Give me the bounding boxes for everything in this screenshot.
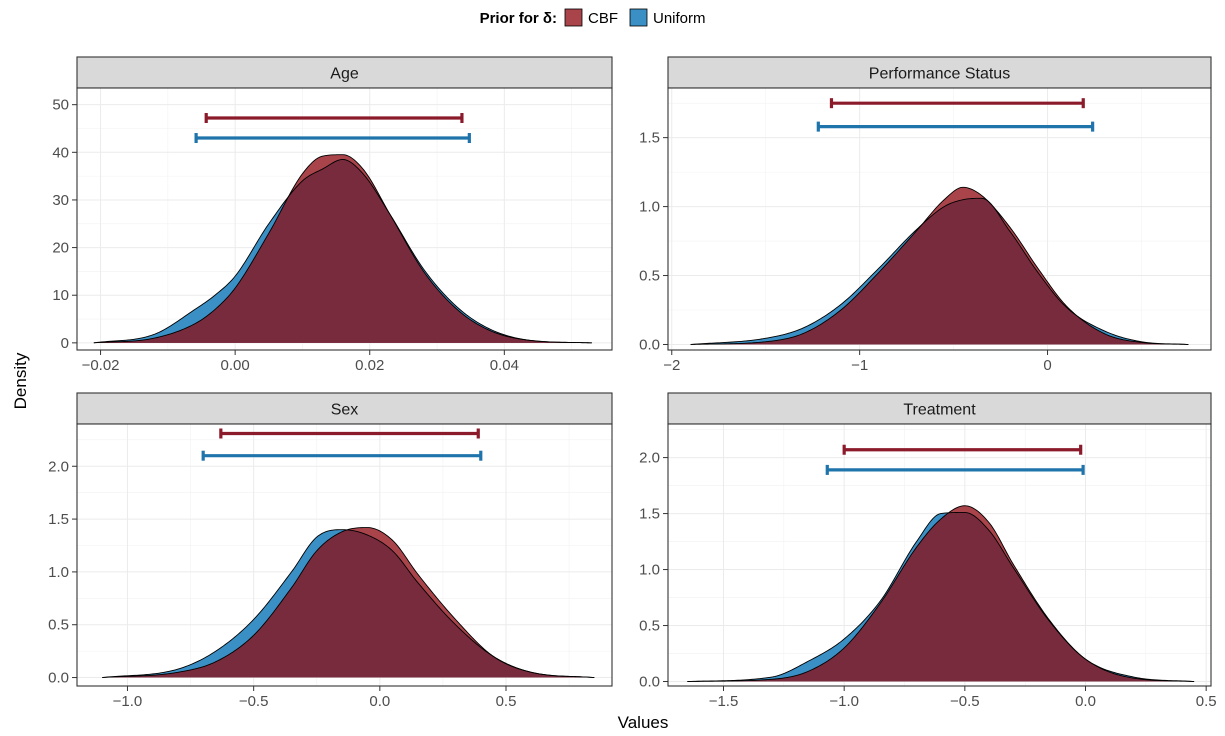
y-tick-label: 20 <box>52 240 69 257</box>
strip-title: Sex <box>331 402 359 419</box>
density-area-overlap <box>690 198 1189 345</box>
density-line-uniform <box>690 197 1189 345</box>
x-tick-label: 0.0 <box>1075 693 1096 710</box>
interval-cbf <box>204 113 464 124</box>
x-tick-label: −1 <box>851 357 868 374</box>
interval-cbf <box>829 98 1085 109</box>
strip-background <box>667 56 1212 89</box>
y-tick-label: 0.0 <box>639 674 660 691</box>
strip-background <box>76 392 613 425</box>
legend: Prior for δ: CBF Uniform <box>480 8 706 27</box>
panel-age: Age −0.02 0.00 0.02 0.04 0 10 20 30 40 50 <box>52 56 613 374</box>
panel-sex: Sex −1.0 −0.5 0.0 0.5 0.0 0.5 1.0 1.5 2.0 <box>48 392 613 710</box>
x-tick-label: 0 <box>1043 357 1051 374</box>
y-tick-label: 1.5 <box>639 130 660 147</box>
y-tick-label: 30 <box>52 192 69 209</box>
x-tick-label: 0.5 <box>496 693 517 710</box>
density-line-cbf <box>687 505 1195 682</box>
strip-background <box>667 392 1212 425</box>
x-tick-label: 0.00 <box>221 357 250 374</box>
y-axis-title: Density <box>11 352 30 409</box>
y-tick-label: 10 <box>52 287 69 304</box>
x-tick-label: −1.5 <box>709 693 739 710</box>
y-tick-label: 1.0 <box>639 562 660 579</box>
x-tick-label: −0.02 <box>82 357 120 374</box>
y-tick-label: 0.5 <box>639 268 660 285</box>
density-area-overlap <box>102 529 595 678</box>
density-area-overlap <box>93 159 592 343</box>
legend-swatch-cbf <box>564 8 583 27</box>
panel-performance-status: Performance Status −2 −1 0 0.0 0.5 1.0 1.5 <box>639 56 1212 374</box>
panel-border <box>76 423 613 687</box>
x-tick-label: −1.0 <box>829 693 859 710</box>
y-tick-label: 50 <box>52 97 69 114</box>
density-area-overlap <box>687 512 1195 682</box>
density-line-cbf <box>690 186 1189 345</box>
panel-border <box>667 423 1212 687</box>
panel-border <box>76 87 613 351</box>
y-tick-label: 1.0 <box>639 199 660 216</box>
x-tick-label: −1.0 <box>113 693 143 710</box>
y-tick-label: 1.5 <box>639 506 660 523</box>
x-tick-label: 0.5 <box>1196 693 1217 710</box>
strip-background <box>76 56 613 89</box>
interval-uniform <box>194 133 471 144</box>
y-tick-label: 2.0 <box>48 458 69 475</box>
y-tick-label: 0.5 <box>639 618 660 635</box>
strip-title: Performance Status <box>869 66 1010 83</box>
strip-title: Age <box>330 66 359 83</box>
strip-title: Treatment <box>903 402 976 419</box>
interval-uniform <box>816 121 1095 132</box>
y-tick-label: 1.5 <box>48 511 69 528</box>
interval-uniform <box>825 464 1085 475</box>
y-tick-label: 0.0 <box>639 336 660 353</box>
x-tick-label: 0.02 <box>355 357 384 374</box>
x-tick-label: −0.5 <box>950 693 980 710</box>
y-tick-label: 40 <box>52 144 69 161</box>
legend-swatch-uniform <box>629 8 648 27</box>
x-tick-label: −0.5 <box>239 693 269 710</box>
x-tick-label: 0.0 <box>369 693 390 710</box>
y-tick-label: 0 <box>61 335 69 352</box>
density-line-uniform <box>93 158 592 344</box>
y-tick-label: 1.0 <box>48 564 69 581</box>
panel-treatment: Treatment −1.5 −1.0 −0.5 0.0 0.5 0.0 0.5 1.0 1.5 2… <box>639 392 1217 710</box>
legend-title: Prior for δ: <box>480 10 557 27</box>
panel-border <box>667 87 1212 351</box>
y-tick-label: 0.0 <box>48 670 69 687</box>
x-tick-label: 0.04 <box>490 357 519 374</box>
density-line-cbf <box>102 527 595 678</box>
interval-uniform <box>201 450 483 461</box>
x-axis-title: Values <box>618 713 669 732</box>
interval-cbf <box>842 444 1083 455</box>
y-tick-label: 2.0 <box>639 450 660 467</box>
interval-cbf <box>219 428 480 439</box>
y-tick-label: 0.5 <box>48 617 69 634</box>
density-line-uniform <box>687 512 1195 682</box>
x-tick-label: −2 <box>663 357 680 374</box>
legend-label-uniform: Uniform <box>653 10 706 27</box>
density-line-cbf <box>93 154 592 344</box>
legend-label-cbf: CBF <box>588 10 618 27</box>
